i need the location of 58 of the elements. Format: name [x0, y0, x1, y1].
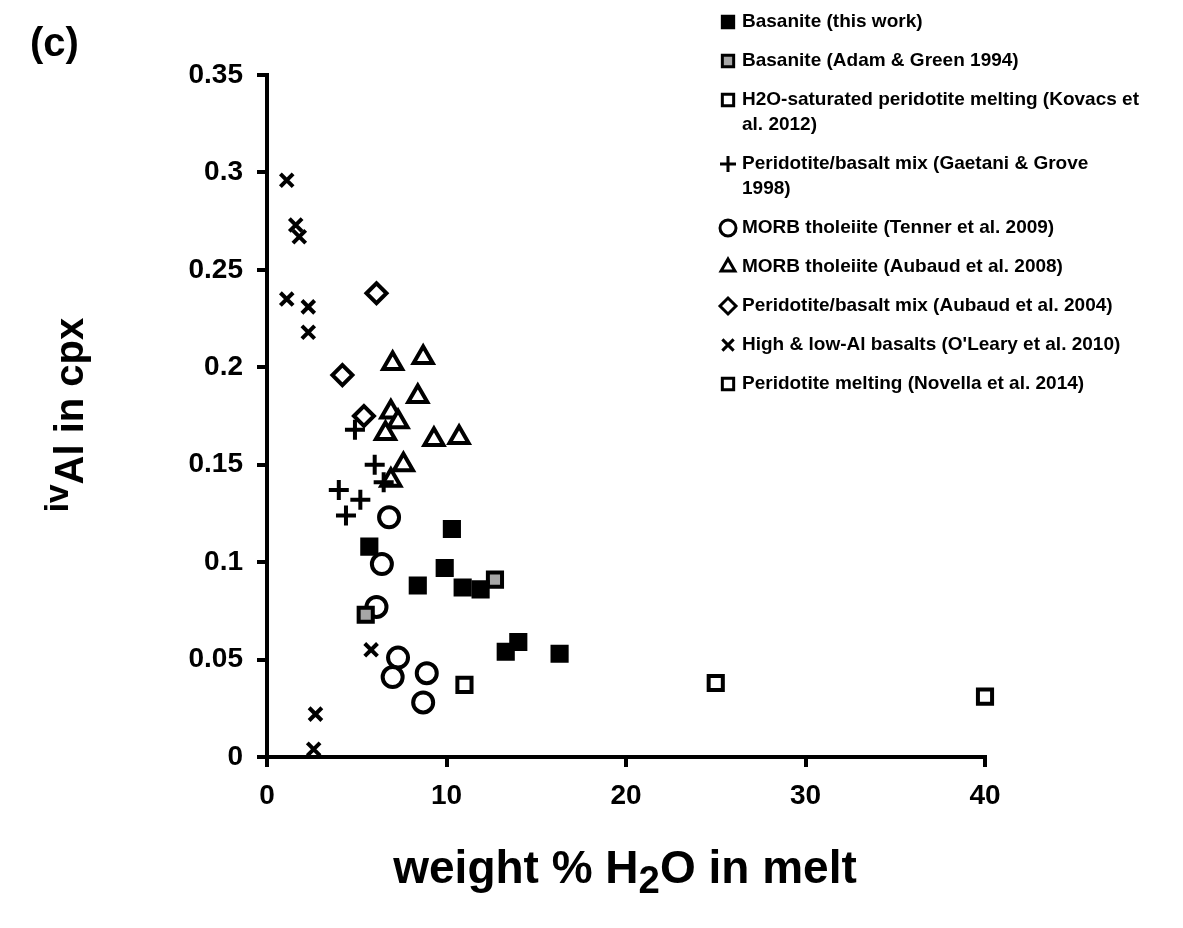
x-tick-label: 10: [430, 778, 463, 810]
point: [408, 576, 427, 595]
point: [307, 705, 324, 723]
legend-label: MORB tholeiite (Aubaud et al. 2008): [742, 255, 1063, 277]
x-tick-label: 20: [610, 778, 642, 810]
legend-label: High & low-Al basalts (O'Leary et al. 2010): [742, 333, 1121, 355]
point: [333, 503, 358, 528]
point: [386, 645, 411, 670]
point: [377, 505, 402, 530]
point: [351, 404, 376, 428]
point: [299, 323, 317, 341]
point: [326, 478, 351, 503]
point: [371, 470, 396, 495]
legend-label: MORB tholeiite (Tenner et al. 2009): [742, 216, 1055, 238]
point: [411, 690, 436, 715]
legend-label: Peridotite melting (Novella et al. 2014): [742, 372, 1085, 394]
point: [362, 641, 380, 659]
x-tick-label: 40: [969, 778, 1001, 810]
y-tick-label: 0.35: [188, 57, 243, 89]
y-tick-label: 0.1: [204, 544, 243, 576]
point: [550, 644, 569, 663]
point: [380, 665, 405, 690]
point: [369, 552, 394, 577]
y-tick-label: 0.2: [204, 350, 243, 381]
y-tick-label: 0.3: [204, 155, 243, 187]
legend-label: Peridotite/basalt mix (Gaetani & Grove 1998): [742, 152, 1089, 199]
point: [278, 290, 296, 308]
y-tick-label: 0.15: [188, 447, 243, 479]
point: [299, 298, 317, 316]
point: [362, 452, 387, 477]
point: [364, 281, 389, 306]
point: [455, 675, 474, 694]
point: [453, 578, 472, 597]
y-tick-label: 0.05: [188, 642, 243, 674]
x-tick-label: 0: [259, 778, 275, 810]
legend-label: H2O-saturated peridotite melting (Kovacs et al. 2012): [742, 88, 1140, 135]
chart-title: (c): [30, 20, 79, 65]
legend-label: Basanite (this work): [742, 10, 923, 32]
y-tick-label: 0.25: [188, 252, 243, 284]
point: [471, 580, 490, 599]
point: [435, 558, 454, 578]
point: [330, 363, 355, 388]
point: [342, 417, 367, 442]
y-tick-label: 0: [227, 739, 243, 771]
point: [485, 570, 505, 589]
x-axis-title: weight % H$_{2}$O in melt: [392, 840, 858, 903]
point: [442, 519, 461, 539]
point: [706, 673, 725, 693]
point: [348, 487, 373, 512]
legend-label: Peridotite/basalt mix (Aubaud et al. 2004): [742, 294, 1113, 316]
x-tick-label: 30: [789, 778, 822, 810]
point: [414, 661, 439, 686]
point: [356, 605, 375, 624]
legend-label: Basanite (Adam & Green 1994): [742, 49, 1019, 71]
point: [360, 537, 379, 556]
point: [509, 632, 528, 652]
point: [278, 171, 296, 189]
point: [975, 687, 995, 706]
